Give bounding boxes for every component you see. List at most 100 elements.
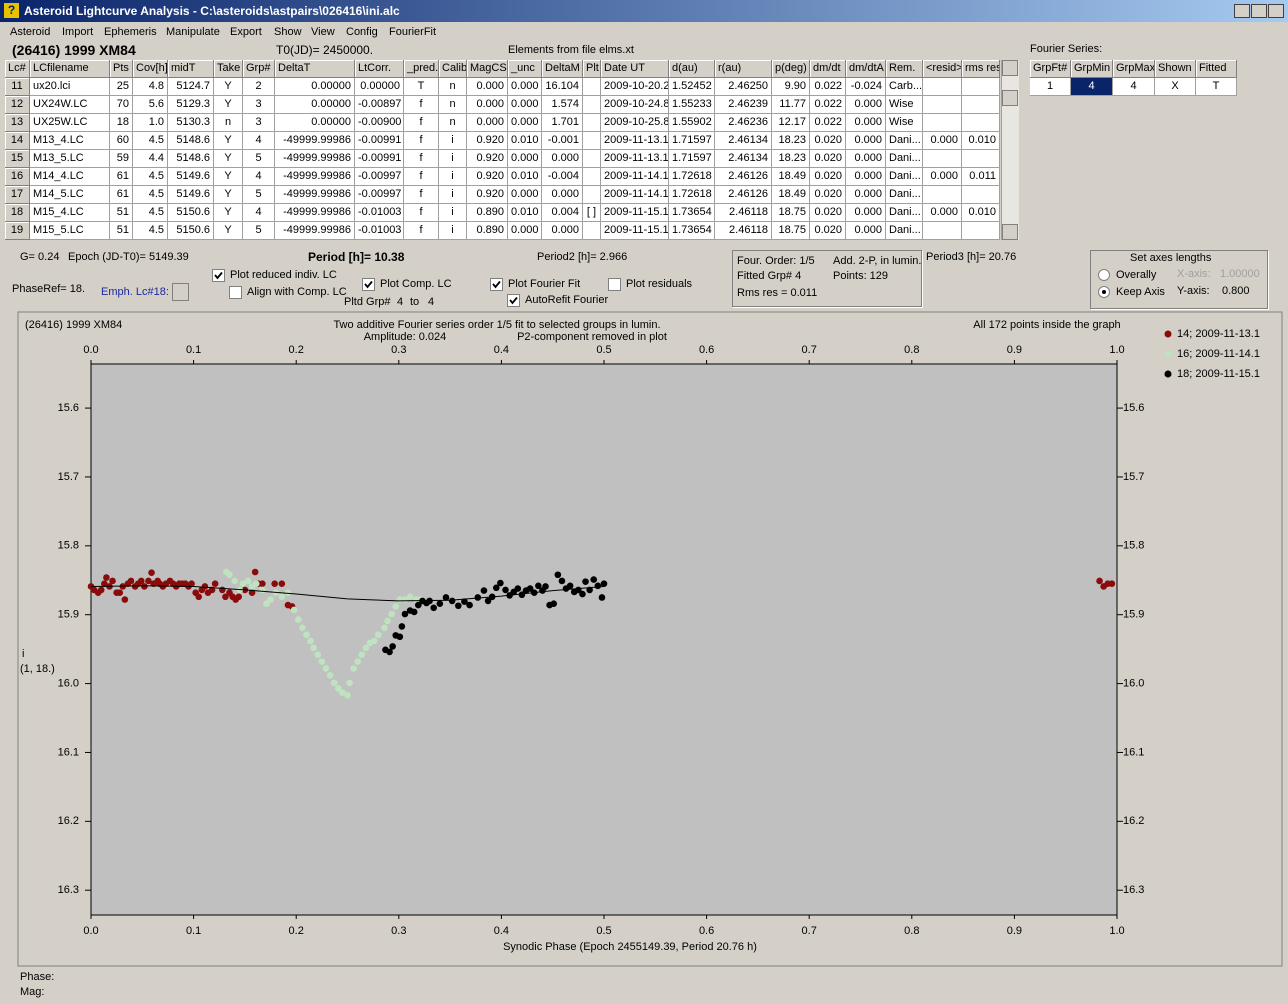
table-cell[interactable]: 0.890 [467,222,508,240]
column-header[interactable]: Calib. [439,60,467,78]
table-cell[interactable]: 4 [243,132,275,150]
table-cell[interactable]: Dani... [886,186,923,204]
table-cell[interactable]: 0.00000 [275,78,355,96]
table-cell[interactable]: 3 [243,114,275,132]
table-cell[interactable] [923,222,962,240]
menu-item[interactable]: Show [274,26,302,38]
table-cell[interactable]: 2009-11-13.1 [601,150,669,168]
table-cell[interactable]: UX25W.LC [30,114,110,132]
scroll-up[interactable] [1002,60,1018,76]
table-cell[interactable] [962,150,1000,168]
scroll-thumb[interactable] [1002,90,1018,106]
table-cell[interactable] [583,114,601,132]
menu-item[interactable]: View [311,26,335,38]
table-cell[interactable]: 0.920 [467,150,508,168]
table-cell[interactable]: 2 [243,78,275,96]
table-cell[interactable]: 5.6 [133,96,168,114]
row-header[interactable]: 18 [5,204,30,222]
table-cell[interactable]: Carb... [886,78,923,96]
table-cell[interactable] [583,168,601,186]
table-cell[interactable]: 18.49 [772,186,810,204]
table-cell[interactable]: 5 [243,186,275,204]
table-cell[interactable]: 0.020 [810,168,846,186]
table-cell[interactable]: 1.73654 [669,222,715,240]
table-cell[interactable]: i [439,168,467,186]
table-cell[interactable]: 0.000 [846,222,886,240]
table-cell[interactable] [962,222,1000,240]
table-cell[interactable]: 9.90 [772,78,810,96]
column-header[interactable]: GrpMax [1113,60,1155,78]
table-cell[interactable]: Y [214,168,243,186]
table-cell[interactable]: 51 [110,204,133,222]
table-cell[interactable]: 0.010 [508,204,542,222]
table-cell[interactable]: 1.72618 [669,186,715,204]
table-cell[interactable]: ux20.lci [30,78,110,96]
row-header[interactable]: 16 [5,168,30,186]
checkbox[interactable] [212,269,225,282]
column-header[interactable]: _unc [508,60,542,78]
row-header[interactable]: 13 [5,114,30,132]
table-cell[interactable]: M13_5.LC [30,150,110,168]
table-cell[interactable]: 0.020 [810,150,846,168]
table-cell[interactable]: 0.011 [962,168,1000,186]
column-header[interactable]: Plt [583,60,601,78]
table-cell[interactable]: 0.000 [542,186,583,204]
table-cell[interactable]: 0.022 [810,96,846,114]
table-cell[interactable]: T [1196,78,1237,96]
table-cell[interactable]: UX24W.LC [30,96,110,114]
table-cell[interactable]: 0.010 [508,168,542,186]
column-header[interactable]: MagCS [467,60,508,78]
menu-item[interactable]: Import [62,26,94,38]
table-cell[interactable]: i [439,222,467,240]
table-cell[interactable]: 0.000 [846,168,886,186]
table-cell[interactable]: Dani... [886,222,923,240]
table-cell[interactable]: f [404,168,439,186]
checkbox-label[interactable]: Align with Comp. LC [247,286,347,298]
table-cell[interactable]: Y [214,132,243,150]
table-cell[interactable]: Wise [886,114,923,132]
table-cell[interactable]: n [439,114,467,132]
column-header[interactable]: midT [168,60,214,78]
table-cell[interactable]: 0.000 [542,150,583,168]
table-cell[interactable]: 0.000 [467,96,508,114]
table-cell[interactable]: 51 [110,222,133,240]
table-cell[interactable]: 0.00000 [275,114,355,132]
row-header[interactable]: 15 [5,150,30,168]
menu-item[interactable]: Config [346,26,378,38]
menu-item[interactable]: Asteroid [10,26,51,38]
column-header[interactable]: p(deg) [772,60,810,78]
column-header[interactable]: Grp# [243,60,275,78]
table-cell[interactable]: 2009-11-14.1 [601,186,669,204]
table-cell[interactable]: 0.020 [810,222,846,240]
table-cell[interactable]: i [439,132,467,150]
table-cell[interactable]: 0.00000 [355,78,404,96]
table-cell[interactable]: 0.000 [846,114,886,132]
table-cell[interactable]: 2.46134 [715,132,772,150]
radio-label[interactable]: Keep Axis [1116,286,1165,298]
table-cell[interactable] [962,78,1000,96]
table-cell[interactable]: 5150.6 [168,222,214,240]
checkbox[interactable] [229,286,242,299]
row-header[interactable]: 12 [5,96,30,114]
row-header[interactable]: 19 [5,222,30,240]
table-cell[interactable]: 1.701 [542,114,583,132]
table-cell[interactable]: 0.010 [962,132,1000,150]
table-cell[interactable]: 2009-10-25.8 [601,114,669,132]
table-cell[interactable]: 4 [243,204,275,222]
table-cell[interactable]: 0.020 [810,204,846,222]
table-cell[interactable] [923,150,962,168]
checkbox-label[interactable]: Plot Comp. LC [380,278,452,290]
table-cell[interactable]: f [404,222,439,240]
table-cell[interactable]: 1.0 [133,114,168,132]
table-cell[interactable]: X [1155,78,1196,96]
table-scrollbar[interactable] [1001,60,1019,240]
table-cell[interactable] [583,186,601,204]
table-cell[interactable]: M15_5.LC [30,222,110,240]
table-cell[interactable]: 0.890 [467,204,508,222]
row-header[interactable]: 11 [5,78,30,96]
table-cell[interactable]: Dani... [886,150,923,168]
table-cell[interactable] [923,114,962,132]
table-cell[interactable]: Dani... [886,168,923,186]
checkbox[interactable] [608,278,621,291]
table-cell[interactable]: 16.104 [542,78,583,96]
